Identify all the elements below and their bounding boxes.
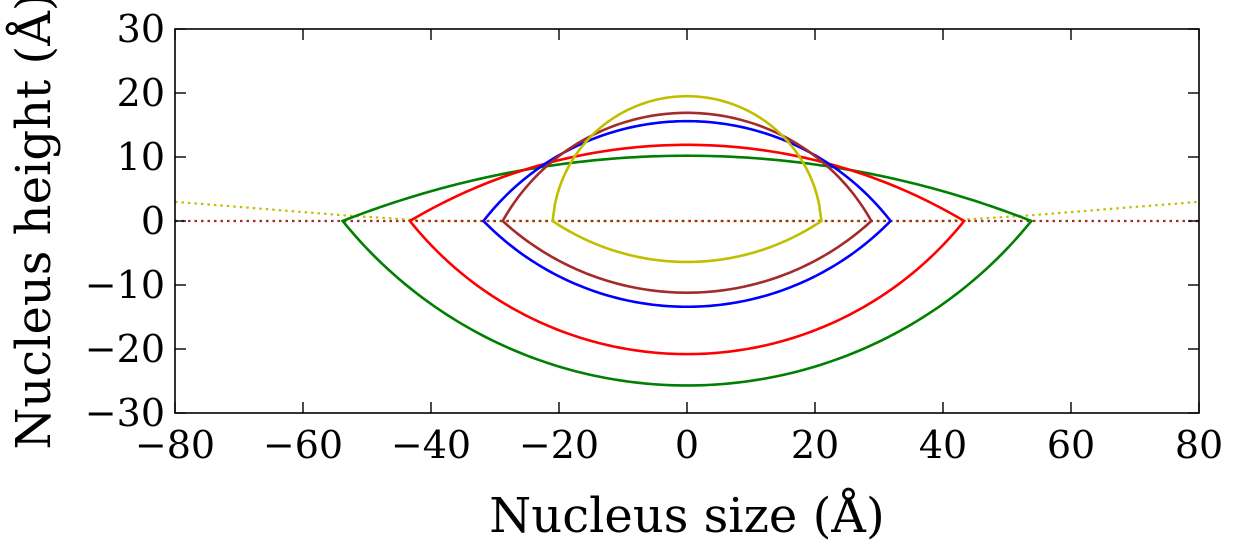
y-tick-label: 20 bbox=[117, 71, 165, 115]
y-axis: −30 −20 −10 0 10 20 30 bbox=[85, 7, 1199, 435]
y-tick-label: 0 bbox=[141, 199, 165, 243]
x-tick-label: 0 bbox=[675, 423, 699, 467]
x-axis: −80 −60 −40 −20 0 20 40 60 80 bbox=[135, 29, 1223, 467]
nucleus-shape-series-2 bbox=[407, 143, 967, 356]
x-tick-label: −80 bbox=[135, 423, 215, 467]
x-axis-title: Nucleus size (Å) bbox=[489, 487, 884, 544]
y-tick-label: −10 bbox=[85, 263, 165, 307]
x-tick-label: 80 bbox=[1175, 423, 1223, 467]
y-tick-label: −20 bbox=[85, 327, 165, 371]
y-axis-title: Nucleus height (Å) bbox=[5, 0, 62, 450]
nucleus-shape-series-5 bbox=[551, 94, 823, 264]
x-tick-label: 40 bbox=[919, 423, 967, 467]
x-tick-label: −40 bbox=[391, 423, 471, 467]
y-tick-label: 30 bbox=[117, 7, 165, 51]
series-group bbox=[340, 94, 1034, 387]
y-tick-label: −30 bbox=[85, 391, 165, 435]
y-tick-label: 10 bbox=[117, 135, 165, 179]
x-tick-label: 60 bbox=[1047, 423, 1095, 467]
x-tick-label: −20 bbox=[519, 423, 599, 467]
nucleus-shape-series-3 bbox=[481, 119, 893, 309]
x-tick-label: 20 bbox=[791, 423, 839, 467]
nucleus-shape-series-4 bbox=[501, 111, 873, 294]
x-tick-label: −60 bbox=[263, 423, 343, 467]
